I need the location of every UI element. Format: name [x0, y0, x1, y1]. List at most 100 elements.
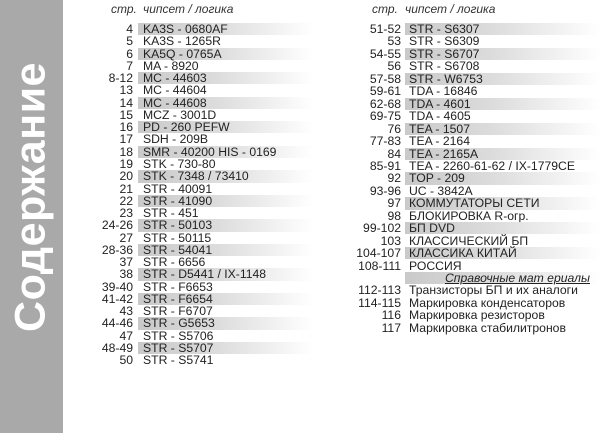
row-highlight [405, 222, 600, 235]
entry-name: STR - D5441 / IX-1148 [143, 267, 267, 282]
entry-name: STR - S6708 [409, 59, 480, 74]
entry-name: STR - W6753 [409, 71, 483, 86]
entry-name: Маркировка конденсаторов [409, 295, 566, 310]
page-number: 48-49 [101, 341, 133, 356]
entry-name: MC - 44604 [143, 83, 207, 98]
page-number: 23 [119, 206, 133, 221]
page-number: 5 [126, 34, 133, 49]
entry-name: РОССИЯ [409, 258, 462, 273]
entry-name: STK - 730-80 [143, 156, 216, 171]
row-highlight [405, 147, 600, 160]
row-highlight [138, 292, 313, 306]
entry-name: TEA - 1507 [409, 121, 470, 136]
entry-name: UC - 3842A [409, 183, 473, 198]
entry-name: TDA - 4605 [409, 109, 471, 124]
page-number: 53 [387, 34, 401, 49]
row-highlight [138, 342, 313, 355]
page-number: 112-113 [358, 283, 401, 298]
entry-name: КЛАССИКА КИТАЙ [409, 246, 517, 261]
entry-name: STR - 50115 [143, 230, 212, 245]
row-highlight [138, 23, 313, 36]
entry-name: STR - F6653 [143, 279, 213, 294]
page-number: 18 [119, 144, 133, 159]
entry-name: STR - S5707 [143, 341, 214, 356]
row-highlight [405, 23, 600, 36]
sidebar: Содержание [0, 0, 63, 433]
entry-name: STR - 40091 [143, 181, 213, 196]
row-highlight [405, 97, 600, 110]
page-number: 103 [380, 233, 401, 248]
page-number: 97 [387, 196, 401, 211]
page-number: 114-115 [358, 295, 401, 310]
page-number: 4 [126, 22, 133, 36]
page-number: 108-111 [358, 258, 401, 273]
row-highlight [405, 197, 600, 210]
page-number: 117 [381, 320, 401, 335]
entry-name: STR - S5741 [143, 353, 214, 368]
row-highlight [138, 268, 313, 281]
page-number: 17 [119, 132, 133, 147]
page-number: 24-26 [101, 218, 133, 233]
row-highlight [405, 72, 600, 86]
entry-name: KA5Q - 0765A [143, 46, 222, 61]
row-highlight [138, 121, 313, 134]
entry-name: Транзисторы БП и их аналоги [409, 283, 578, 298]
entry-name: БЛОКИРОВКА R-огр. [409, 208, 529, 223]
page-number: 93-96 [369, 183, 401, 198]
entry-name: STR - 41090 [143, 193, 213, 208]
right-header-page: стр. [372, 2, 398, 16]
row-highlight [138, 170, 313, 183]
page-number: 77-83 [369, 134, 401, 149]
right-header-chip: чипсет / логика [405, 2, 496, 16]
entry-name: STR - 54041 [143, 242, 213, 257]
page-number: 38 [119, 267, 133, 282]
row-highlight [138, 194, 313, 208]
page-number: 16 [119, 120, 133, 135]
page-number: 43 [119, 304, 133, 319]
entry-name: Маркировка стабилитронов [409, 320, 566, 335]
page-number: 56 [387, 59, 401, 74]
entry-name: Маркировка резисторов [409, 308, 545, 323]
page-number: 98 [387, 208, 401, 223]
entry-name: MA - 8920 [143, 58, 199, 73]
row-highlight [138, 317, 313, 330]
entry-name: STR - S6309 [409, 34, 480, 49]
page-number: 41-42 [101, 291, 133, 306]
page-number: 37 [119, 255, 133, 270]
entry-name: PD - 260 PEFW [143, 120, 230, 135]
entry-name: TEA - 2260-61-62 / IX-1779CE [409, 158, 575, 173]
page-number: 99-102 [363, 221, 401, 236]
entry-name: TOP - 209 [409, 171, 465, 186]
entry-name: КЛАССИЧЕСКИЙ БП [409, 233, 529, 248]
entry-name: Справочные мат ериалы [444, 271, 590, 285]
entry-name: STR - G5653 [143, 316, 215, 331]
entry-name: SDH - 209B [143, 132, 209, 147]
page-number: 21 [119, 181, 133, 196]
entry-name: STR - 6656 [143, 255, 206, 270]
page-number: 62-68 [369, 96, 401, 111]
page-number: 104-107 [356, 246, 401, 261]
page-number: 19 [119, 156, 133, 171]
page-number: 116 [381, 308, 401, 323]
row-highlight [138, 243, 313, 257]
page-number: 76 [387, 121, 401, 136]
page-number: 15 [119, 107, 133, 122]
entry-name: STR - F6707 [143, 304, 213, 319]
page-number: 6 [126, 46, 133, 61]
entry-name: STR - S6307 [409, 22, 480, 36]
entry-name: БП DVD [409, 221, 455, 236]
page-number: 39-40 [101, 279, 133, 294]
left-header-page: стр. [111, 2, 137, 16]
row-highlight [138, 145, 313, 158]
page-number: 13 [119, 83, 133, 98]
entry-name: STR - 451 [143, 206, 199, 221]
page-number: 20 [119, 169, 133, 184]
row-highlight [405, 272, 600, 285]
row-highlight [405, 47, 600, 61]
page-number: 57-58 [369, 71, 401, 86]
row-highlight [405, 172, 600, 185]
entry-name: TEA - 2164 [409, 134, 470, 149]
entry-name: STR - S5706 [143, 328, 214, 343]
row-highlight [405, 122, 600, 135]
row-highlight [138, 96, 313, 109]
